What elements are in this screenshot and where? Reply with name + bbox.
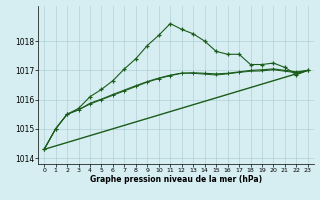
X-axis label: Graphe pression niveau de la mer (hPa): Graphe pression niveau de la mer (hPa) (90, 175, 262, 184)
